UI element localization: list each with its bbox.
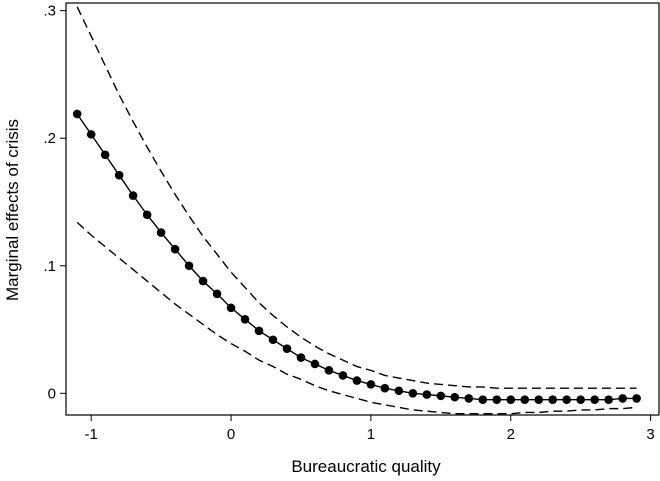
marginal-effect-point (394, 386, 404, 396)
confidence-bound-lower-line (76, 221, 637, 415)
marginal-effect-point (198, 276, 208, 286)
marginal-effect-point (590, 395, 599, 404)
marginal-effect-point (506, 395, 516, 404)
marginal-effect-point (142, 210, 152, 220)
x-axis-title: Bureaucratic quality (291, 457, 441, 476)
y-tick-label: .1 (43, 258, 56, 275)
x-tick-label: 1 (367, 426, 375, 443)
marginal-effect-line (76, 113, 637, 401)
marginal-effect-point (282, 344, 292, 353)
marginal-effect-point (436, 391, 446, 401)
y-tick-label: 0 (48, 385, 56, 402)
marginal-effect-point (310, 359, 320, 369)
marginal-effect-point (226, 303, 236, 313)
marginal-effect-point (324, 366, 334, 375)
marginal-effect-point (366, 380, 376, 389)
marginal-effect-point (72, 109, 82, 119)
y-tick-label: .2 (43, 130, 56, 147)
marginal-effect-point (254, 326, 264, 336)
y-axis: 0 .1 .2 .3 (43, 3, 66, 402)
y-tick-label: .3 (43, 3, 56, 20)
marginal-effect-point (338, 371, 348, 380)
marginal-effect-point (128, 191, 138, 200)
marginal-effect-point (380, 383, 390, 393)
x-tick-label: -1 (85, 426, 98, 443)
marginal-effect-point (212, 289, 222, 299)
marginal-effect-point (492, 395, 502, 404)
x-tick-label: 2 (507, 426, 515, 443)
marginal-effect-point (478, 395, 488, 404)
marginal-effect-point (562, 395, 571, 404)
marginal-effect-point (534, 395, 544, 404)
marginal-effect-point (604, 395, 613, 404)
marginal-effect-point (464, 394, 474, 403)
plot-frame (65, 2, 660, 416)
x-tick-label: 3 (646, 426, 654, 443)
marginal-effect-point (422, 390, 432, 399)
marginal-effect-point (156, 228, 166, 237)
marginal-effect-point (576, 395, 585, 404)
marginal-effect-point (520, 395, 530, 404)
marginal-effect-point (86, 130, 96, 139)
marginal-effect-point (450, 392, 460, 402)
x-tick-label: 0 (227, 426, 235, 443)
marginal-effect-point (170, 244, 180, 254)
y-axis-title: Marginal effects of crisis (3, 119, 22, 301)
marginal-effect-point (352, 376, 362, 385)
marginal-effect-point (240, 315, 250, 324)
marginal-effect-point (548, 395, 558, 404)
series-layer (72, 6, 641, 415)
marginal-effect-point (618, 394, 627, 403)
x-axis: -1 0 1 2 3 (85, 415, 655, 443)
marginal-effect-point (114, 170, 124, 180)
marginal-effect-point (100, 150, 110, 160)
marginal-effect-point (268, 335, 278, 345)
marginal-effect-point (632, 394, 641, 403)
marginal-effect-point (408, 389, 418, 398)
marginal-effect-point (184, 261, 194, 271)
confidence-bound-upper-line (76, 6, 637, 389)
marginal-effect-point (296, 353, 306, 362)
